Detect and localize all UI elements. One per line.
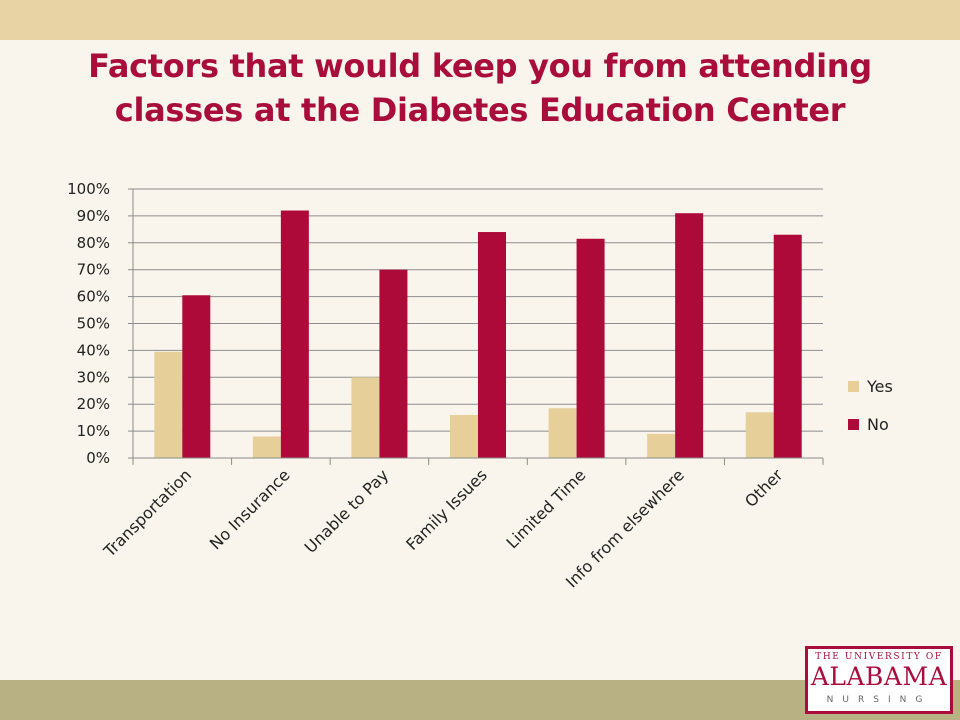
x-tick-label: Family Issues xyxy=(402,465,491,554)
y-tick-label: 90% xyxy=(77,207,110,225)
y-tick-label: 80% xyxy=(77,234,110,252)
y-tick-label: 70% xyxy=(77,261,110,279)
bar-no xyxy=(280,210,309,458)
x-tick-label: No Insurance xyxy=(206,465,294,553)
logo-line2: ALABAMA xyxy=(810,662,948,691)
legend-swatch-no xyxy=(848,419,859,430)
bar-no xyxy=(576,238,605,458)
bar-no xyxy=(182,295,211,458)
page-title: Factors that would keep you from attendi… xyxy=(88,47,872,129)
bar-no xyxy=(675,213,704,458)
y-tick-label: 100% xyxy=(67,180,110,198)
bar-yes xyxy=(252,436,281,458)
bar-no xyxy=(379,269,408,458)
y-tick-label: 0% xyxy=(86,449,110,467)
bar-no xyxy=(478,232,506,458)
y-tick-label: 20% xyxy=(77,395,110,413)
y-tick-label: 60% xyxy=(77,288,110,306)
logo-line1: THE UNIVERSITY OF xyxy=(815,652,943,662)
bar-yes xyxy=(548,408,577,458)
bar-yes xyxy=(745,412,774,458)
y-tick-label: 40% xyxy=(77,341,110,359)
bar-yes xyxy=(351,377,380,458)
x-tick-label: Unable to Pay xyxy=(301,465,393,557)
legend-swatch-yes xyxy=(848,381,859,392)
bar-no xyxy=(773,234,802,458)
y-tick-label: 50% xyxy=(77,315,110,333)
bar-yes xyxy=(647,433,676,458)
bar-yes xyxy=(154,351,183,458)
x-tick-label: Limited Time xyxy=(502,465,589,552)
x-tick-label: Other xyxy=(741,465,787,511)
university-logo: THE UNIVERSITY OF ALABAMA NURSING xyxy=(805,646,953,714)
y-tick-label: 30% xyxy=(77,368,110,386)
bottom-band xyxy=(0,680,960,720)
x-tick-label: Transportation xyxy=(99,465,195,561)
bar-yes xyxy=(450,414,478,458)
legend-label-no: No xyxy=(867,415,889,434)
logo-line3: NURSING xyxy=(826,695,932,705)
y-tick-label: 10% xyxy=(77,422,110,440)
top-band xyxy=(0,0,960,40)
legend-label-yes: Yes xyxy=(866,377,893,396)
